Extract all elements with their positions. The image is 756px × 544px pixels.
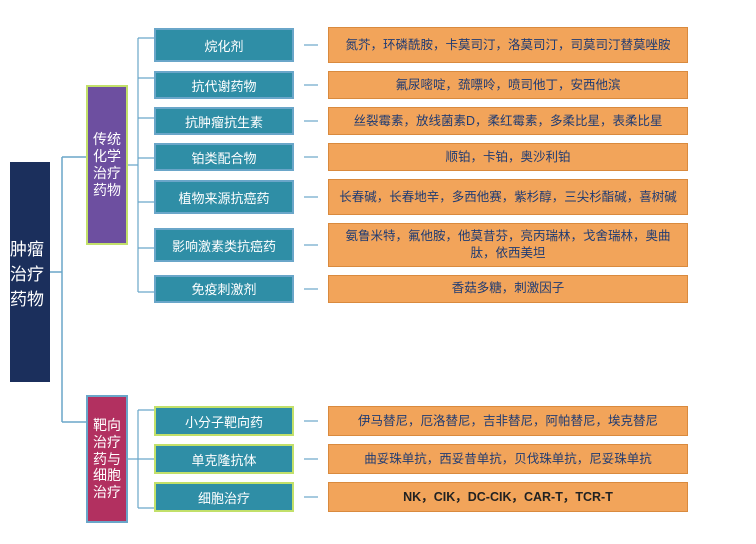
leaf-node: 氟尿嘧啶，巯嘌呤，喷司他丁，安西他滨 <box>328 71 688 99</box>
leaf-connector <box>304 28 318 62</box>
leaf-connector <box>304 275 318 303</box>
leaf-connector <box>304 482 318 512</box>
leaf-node: 氨鲁米特，氟他胺，他莫昔芬，亮丙瑞林，戈舍瑞林，奥曲肽，依西美坦 <box>328 223 688 267</box>
item-row: 植物来源抗癌药长春碱，长春地辛，多西他赛，紫杉醇，三尖杉酯碱，喜树碱 <box>154 179 688 215</box>
item-row: 影响激素类抗癌药氨鲁米特，氟他胺，他莫昔芬，亮丙瑞林，戈舍瑞林，奥曲肽，依西美坦 <box>154 223 688 267</box>
leaf-connector <box>304 444 318 474</box>
group-1-bracket <box>128 394 154 524</box>
category-node: 铂类配合物 <box>154 143 294 171</box>
category-node: 单克隆抗体 <box>154 444 294 474</box>
category-node: 免疫刺激剂 <box>154 275 294 303</box>
leaf-node: 香菇多糖，刺激因子 <box>328 275 688 303</box>
item-row: 烷化剂氮芥，环磷酰胺，卡莫司汀，洛莫司汀，司莫司汀替莫唑胺 <box>154 27 688 63</box>
root-label: 肿瘤治疗药物 <box>10 235 50 310</box>
item-row: 小分子靶向药 伊马替尼，厄洛替尼，吉非替尼，阿帕替尼，埃克替尼 <box>154 406 688 436</box>
leaf-node: 长春碱，长春地辛，多西他赛，紫杉醇，三尖杉酯碱，喜树碱 <box>328 179 688 215</box>
leaf-connector <box>304 107 318 135</box>
group-row-0: 传统化学治疗药物 烷化剂氮芥，环磷酰胺，卡莫司汀，洛莫司汀，司莫司汀替莫唑胺抗代… <box>86 20 688 310</box>
category-node: 小分子靶向药 <box>154 406 294 436</box>
group-row-1: 靶向治疗药与细胞治疗 小分子靶向药 伊马替尼，厄洛替尼，吉非替尼，阿帕替尼，埃克替… <box>86 394 688 524</box>
item-row: 单克隆抗体 曲妥珠单抗，西妥昔单抗，贝伐珠单抗，尼妥珠单抗 <box>154 444 688 474</box>
leaf-node: 伊马替尼，厄洛替尼，吉非替尼，阿帕替尼，埃克替尼 <box>328 406 688 436</box>
leaf-node: 顺铂，卡铂，奥沙利铂 <box>328 143 688 171</box>
leaf-node: NK，CIK，DC-CIK，CAR-T，TCR-T <box>328 482 688 512</box>
leaf-node: 氮芥，环磷酰胺，卡莫司汀，洛莫司汀，司莫司汀替莫唑胺 <box>328 27 688 63</box>
leaf-connector <box>304 228 318 262</box>
group-0-bracket <box>128 20 154 310</box>
item-row: 抗肿瘤抗生素 丝裂霉素，放线菌素D，柔红霉素，多柔比星，表柔比星 <box>154 107 688 135</box>
group-1-items: 小分子靶向药 伊马替尼，厄洛替尼，吉非替尼，阿帕替尼，埃克替尼单克隆抗体 曲妥珠单抗… <box>154 406 688 512</box>
group-label: 传统化学治疗药物 <box>92 131 122 198</box>
category-node: 烷化剂 <box>154 28 294 62</box>
leaf-connector <box>304 180 318 214</box>
leaf-node: 丝裂霉素，放线菌素D，柔红霉素，多柔比星，表柔比星 <box>328 107 688 135</box>
item-row: 细胞治疗 NK，CIK，DC-CIK，CAR-T，TCR-T <box>154 482 688 512</box>
category-node: 植物来源抗癌药 <box>154 180 294 214</box>
item-row: 抗代谢药物 氟尿嘧啶，巯嘌呤，喷司他丁，安西他滨 <box>154 71 688 99</box>
group-label: 靶向治疗药与细胞治疗 <box>92 417 122 501</box>
leaf-connector <box>304 143 318 171</box>
tree-diagram: 肿瘤治疗药物 传统化学治疗药物 烷化剂氮芥，环磷酰胺，卡莫司汀，洛莫司汀，司莫司… <box>10 20 746 524</box>
category-node: 抗肿瘤抗生素 <box>154 107 294 135</box>
root-node: 肿瘤治疗药物 <box>10 162 50 382</box>
category-node: 影响激素类抗癌药 <box>154 228 294 262</box>
category-node: 细胞治疗 <box>154 482 294 512</box>
root-bracket <box>50 62 86 482</box>
category-node: 抗代谢药物 <box>154 71 294 99</box>
group-0-items: 烷化剂氮芥，环磷酰胺，卡莫司汀，洛莫司汀，司莫司汀替莫唑胺抗代谢药物 氟尿嘧啶，巯… <box>154 27 688 303</box>
group-node-traditional: 传统化学治疗药物 <box>86 85 128 245</box>
leaf-connector <box>304 71 318 99</box>
groups-column: 传统化学治疗药物 烷化剂氮芥，环磷酰胺，卡莫司汀，洛莫司汀，司莫司汀替莫唑胺抗代… <box>86 20 688 524</box>
group-node-targeted: 靶向治疗药与细胞治疗 <box>86 395 128 523</box>
item-row: 免疫刺激剂 香菇多糖，刺激因子 <box>154 275 688 303</box>
leaf-connector <box>304 406 318 436</box>
leaf-node: 曲妥珠单抗，西妥昔单抗，贝伐珠单抗，尼妥珠单抗 <box>328 444 688 474</box>
item-row: 铂类配合物 顺铂，卡铂，奥沙利铂 <box>154 143 688 171</box>
